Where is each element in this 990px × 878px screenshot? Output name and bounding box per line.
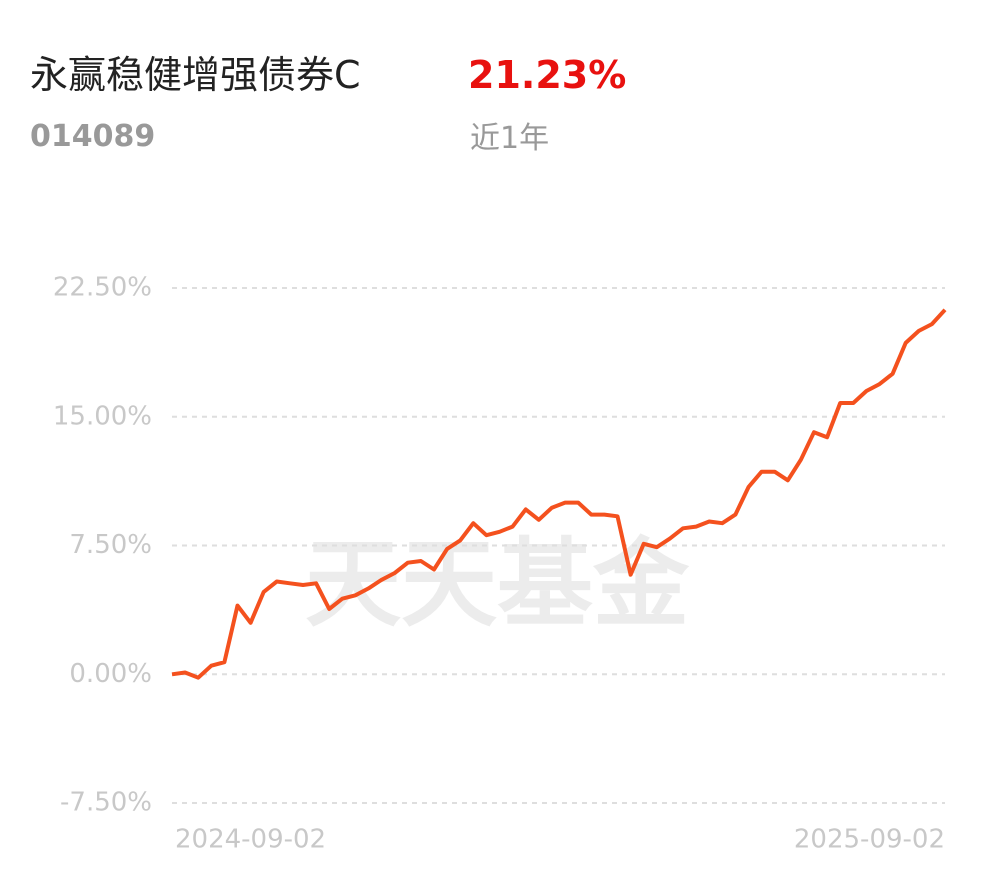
y-tick-label: 22.50% [53, 273, 152, 303]
line-series [171, 308, 947, 680]
watermark: 天天基金 [305, 527, 690, 640]
y-tick-label: 0.00% [69, 659, 152, 689]
period-label: 近1年 [470, 121, 549, 156]
x-tick-label: 2024-09-02 [175, 825, 326, 855]
return-value: 21.23% [468, 53, 626, 97]
y-tick-label: 7.50% [69, 530, 152, 560]
y-tick-label: -7.50% [60, 788, 152, 818]
fund-code: 014089 [30, 119, 155, 154]
y-tick-label: 15.00% [53, 401, 152, 431]
x-tick-label: 2025-09-02 [794, 825, 945, 855]
chart-title: 永赢稳健增强债券C [30, 53, 361, 97]
